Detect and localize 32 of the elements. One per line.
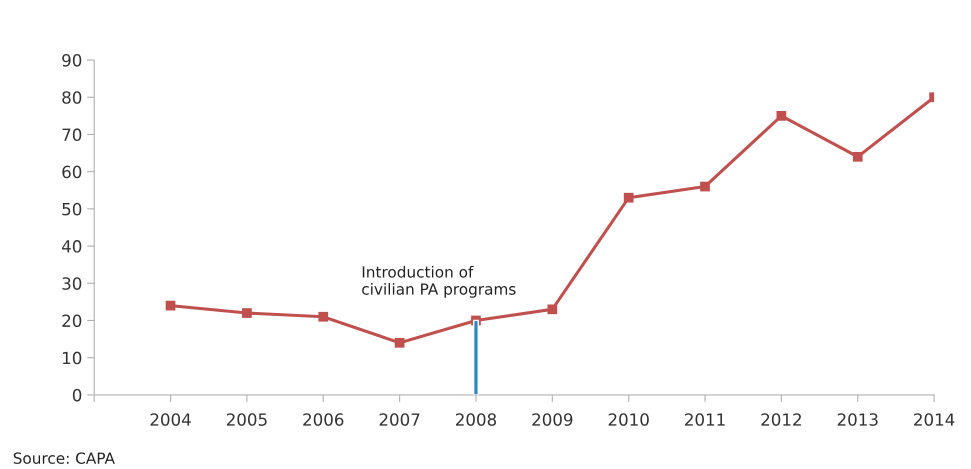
point <box>776 110 786 121</box>
point <box>394 338 404 348</box>
x-tick-label: 2008 <box>456 413 496 426</box>
annotation: Introduction of civilian PA programs <box>362 266 516 298</box>
y-tick-label: 50 <box>62 202 82 216</box>
point <box>547 304 558 314</box>
y-tick-label: 20 <box>62 314 82 328</box>
point <box>700 182 710 192</box>
y-tick-label: 80 <box>62 91 82 104</box>
x-tick-label: 2013 <box>838 413 878 426</box>
point <box>318 312 328 322</box>
y-tick-label: 90 <box>62 54 82 67</box>
point <box>242 308 252 318</box>
y-tick-label: 0 <box>72 388 82 402</box>
point <box>852 152 863 162</box>
y-tick-label: 60 <box>62 166 82 178</box>
point <box>166 300 176 310</box>
x-tick-label: 2006 <box>303 413 344 426</box>
y-tick-label: 10 <box>63 352 82 364</box>
point <box>624 192 634 203</box>
source-note: Source: CAPA <box>14 452 115 464</box>
x-tick-label: 2014 <box>914 413 954 426</box>
x-tick-label: 2005 <box>226 413 267 426</box>
x-tick-label: 2004 <box>150 413 191 426</box>
y-tick-label: 70 <box>62 128 82 142</box>
y-tick-label: 40 <box>62 240 82 253</box>
x-tick-label: 2007 <box>380 413 420 426</box>
x-tick-label: 2011 <box>685 413 725 426</box>
y-tick-label: 30 <box>62 277 82 290</box>
x-tick-label: 2010 <box>608 413 649 426</box>
x-tick-label: 2009 <box>532 413 572 426</box>
x-tick-label: 2012 <box>761 413 801 426</box>
